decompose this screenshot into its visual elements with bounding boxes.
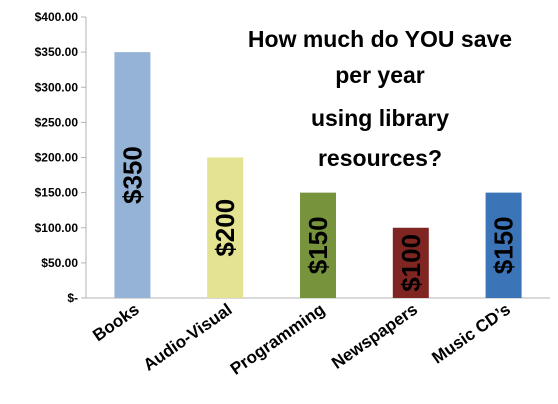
bar bbox=[207, 157, 244, 298]
bar-data-label: $150 bbox=[489, 216, 519, 274]
x-category-label: Programming bbox=[227, 300, 328, 379]
y-tick-label: $50.00 bbox=[41, 256, 78, 270]
y-tick-label: $300.00 bbox=[35, 80, 79, 94]
chart-title-line-3: using library bbox=[310, 105, 450, 131]
bar-data-label: $100 bbox=[396, 234, 426, 292]
bar-data-label: $350 bbox=[117, 146, 147, 204]
x-category-label: Music CD’s bbox=[428, 300, 513, 368]
y-tick-label: $150.00 bbox=[35, 186, 79, 200]
x-category-label: Newspapers bbox=[328, 300, 421, 373]
bar-data-label: $150 bbox=[303, 216, 333, 274]
chart-bars bbox=[114, 52, 522, 298]
y-tick-label: $350.00 bbox=[35, 45, 79, 59]
bar bbox=[114, 52, 151, 298]
y-tick-label: $- bbox=[67, 291, 78, 305]
x-category-label: Audio-Visual bbox=[140, 300, 236, 375]
bar bbox=[485, 192, 522, 298]
y-axis-ticks: $- $50.00 $100.00 $150.00 $200.00 $250.00 $300… bbox=[35, 10, 86, 305]
y-tick-label: $400.00 bbox=[35, 10, 79, 24]
chart-title-line-4: resources? bbox=[317, 145, 442, 171]
x-category-label: Books bbox=[89, 300, 142, 345]
chart-title-line-1: How much do YOU save bbox=[247, 26, 513, 52]
bar bbox=[392, 227, 429, 298]
bar bbox=[300, 192, 336, 298]
bar-data-label: $200 bbox=[210, 199, 240, 257]
y-tick-label: $100.00 bbox=[35, 221, 79, 235]
y-tick-label: $200.00 bbox=[35, 151, 79, 165]
data-labels: $350 $200 $150 $100 $150 bbox=[117, 146, 518, 292]
y-tick-label: $250.00 bbox=[35, 115, 79, 129]
chart-title-line-2: per year bbox=[335, 62, 425, 88]
